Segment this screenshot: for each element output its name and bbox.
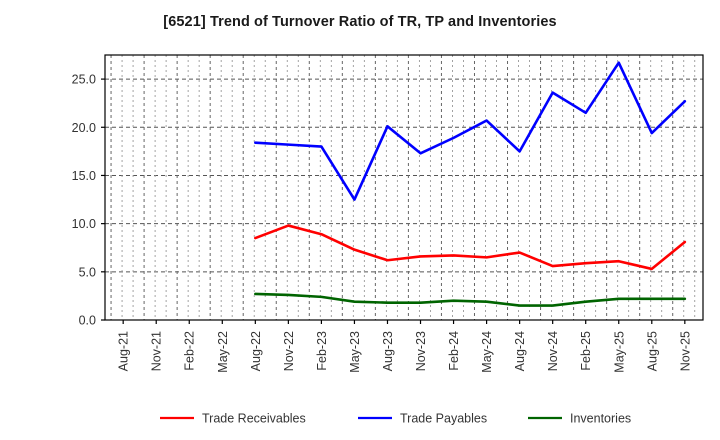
x-tick-label: Feb-22 (183, 331, 197, 371)
series-line-inventories (254, 292, 687, 307)
x-tick-label: Nov-21 (150, 331, 164, 371)
legend-label-trade-receivables: Trade Receivables (202, 412, 306, 426)
x-tick-label: May-25 (612, 331, 626, 373)
x-tick-label: May-22 (216, 331, 230, 373)
legend-label-trade-payables: Trade Payables (400, 412, 487, 426)
plot-frame (104, 54, 704, 321)
x-tick-label: Nov-25 (678, 331, 692, 371)
x-axis-labels: Aug-21 Nov-21 Feb-22 May-22 Aug-22 Nov-22 Feb-… (117, 320, 692, 373)
y-tick-label: 20.0 (72, 121, 96, 135)
x-tick-label: Feb-23 (315, 331, 329, 371)
x-tick-label: Aug-21 (117, 331, 131, 371)
x-tick-label: May-24 (480, 331, 494, 373)
x-tick-label: Nov-23 (414, 331, 428, 371)
series-layer (254, 61, 687, 307)
legend-label-inventories: Inventories (570, 412, 631, 426)
x-tick-label: Nov-22 (282, 331, 296, 371)
y-axis-labels: 0.0 5.0 10.0 15.0 20.0 25.0 (72, 73, 105, 328)
x-tick-label: Aug-24 (513, 331, 527, 371)
chart-title: [6521] Trend of Turnover Ratio of TR, TP… (163, 14, 557, 30)
y-tick-label: 25.0 (72, 73, 96, 87)
x-tick-label: Aug-25 (645, 331, 659, 371)
x-tick-label: May-23 (348, 331, 362, 373)
y-tick-label: 10.0 (72, 217, 96, 231)
chart-legend: Trade Receivables Trade Payables Inventori… (160, 412, 631, 426)
x-tick-label: Aug-23 (381, 331, 395, 371)
y-tick-label: 15.0 (72, 169, 96, 183)
x-tick-label: Feb-24 (447, 331, 461, 371)
series-line-trade-receivables (254, 224, 687, 271)
y-tick-label: 0.0 (79, 314, 96, 328)
y-tick-label: 5.0 (79, 265, 96, 279)
x-tick-label: Aug-22 (249, 331, 263, 371)
x-tick-label: Feb-25 (579, 331, 593, 371)
grid-layer (105, 55, 703, 320)
x-tick-label: Nov-24 (546, 331, 560, 371)
series-line-trade-payables (254, 61, 687, 201)
